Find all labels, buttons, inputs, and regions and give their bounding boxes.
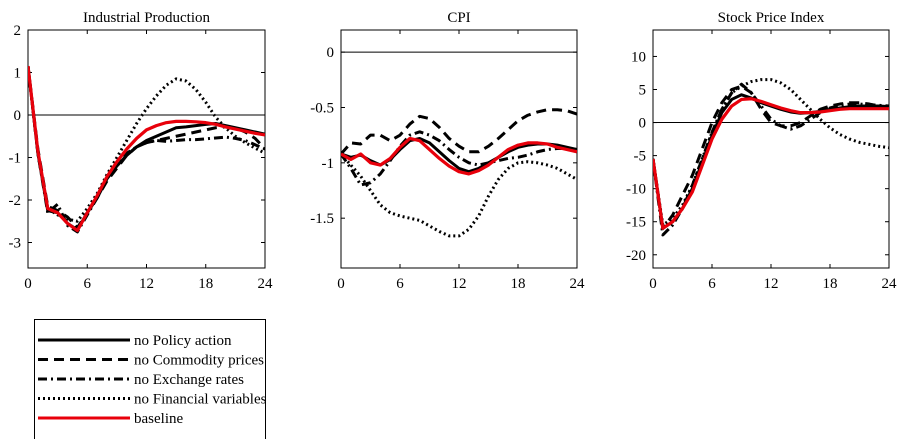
y-tick-label: -1.5 bbox=[310, 211, 334, 227]
axes-box bbox=[340, 29, 578, 269]
y-tick-label: 10 bbox=[631, 49, 646, 65]
x-tick-label: 18 bbox=[198, 276, 213, 292]
x-tick-label: 24 bbox=[882, 276, 898, 292]
x-tick-label: 24 bbox=[570, 276, 586, 292]
series-line-policy bbox=[653, 93, 889, 230]
legend-label-commodity: no Commodity prices bbox=[134, 353, 264, 369]
legend: no Policy action no Commodity prices no Ex… bbox=[34, 319, 267, 439]
x-tick-label: 0 bbox=[24, 276, 32, 292]
panel-1: CPI 0 6 12 18 24 0 -0.5 -1 -1.5 bbox=[310, 10, 585, 292]
y-tick-label: -3 bbox=[9, 236, 22, 252]
series-line-financial bbox=[28, 65, 265, 223]
axes-box bbox=[27, 29, 266, 269]
chart-title: Industrial Production bbox=[83, 10, 211, 26]
x-tick-label: 12 bbox=[764, 276, 779, 292]
x-tick-label: 12 bbox=[452, 276, 467, 292]
series-line-baseline bbox=[653, 97, 889, 230]
y-tick-label: 2 bbox=[14, 23, 22, 39]
chart-title: Stock Price Index bbox=[718, 10, 825, 26]
y-tick-label: 0 bbox=[14, 108, 22, 124]
y-tick-label: -5 bbox=[634, 149, 647, 165]
panel-2: Stock Price Index 0 6 12 18 24 10 5 0 -5 -10 -15 -20 bbox=[626, 10, 897, 292]
series-line-policy bbox=[28, 65, 265, 232]
panel-0: Industrial Production 0 6 12 18 24 2 1 0 -1 -2 -3 bbox=[9, 10, 274, 292]
series-line-financial bbox=[341, 152, 577, 238]
y-tick-label: -1 bbox=[322, 156, 335, 172]
x-tick-label: 6 bbox=[396, 276, 404, 292]
x-tick-label: 12 bbox=[139, 276, 154, 292]
y-tick-label: -15 bbox=[626, 215, 646, 231]
y-tick-label: 0 bbox=[327, 45, 335, 61]
x-tick-label: 18 bbox=[511, 276, 526, 292]
legend-label-financial: no Financial variables bbox=[134, 392, 267, 408]
y-tick-label: -2 bbox=[9, 193, 22, 209]
y-tick-label: 1 bbox=[14, 66, 22, 82]
y-tick-label: -10 bbox=[626, 182, 646, 198]
x-tick-label: 6 bbox=[708, 276, 716, 292]
legend-label-policy: no Policy action bbox=[134, 333, 232, 349]
x-tick-label: 0 bbox=[649, 276, 657, 292]
series-line-exchange bbox=[653, 82, 889, 237]
x-tick-label: 24 bbox=[258, 276, 274, 292]
series-line-financial bbox=[653, 78, 889, 227]
y-tick-label: -20 bbox=[626, 248, 646, 264]
x-tick-label: 18 bbox=[823, 276, 838, 292]
series-line-commodity bbox=[341, 108, 577, 155]
legend-label-baseline: baseline bbox=[134, 411, 183, 427]
y-tick-label: 0 bbox=[639, 116, 647, 132]
series-line-baseline bbox=[341, 136, 577, 176]
y-tick-label: 5 bbox=[639, 83, 647, 99]
y-tick-label: -1 bbox=[9, 151, 22, 167]
series-line-exchange bbox=[28, 65, 265, 234]
chart-title: CPI bbox=[447, 10, 470, 26]
series-line-exchange bbox=[341, 130, 577, 187]
series-line-commodity bbox=[28, 65, 265, 230]
series-line-baseline bbox=[28, 65, 265, 233]
x-tick-label: 6 bbox=[84, 276, 92, 292]
y-tick-label: -0.5 bbox=[310, 100, 334, 116]
axes-box bbox=[652, 29, 890, 269]
legend-label-exchange: no Exchange rates bbox=[134, 372, 244, 388]
x-tick-label: 0 bbox=[337, 276, 345, 292]
